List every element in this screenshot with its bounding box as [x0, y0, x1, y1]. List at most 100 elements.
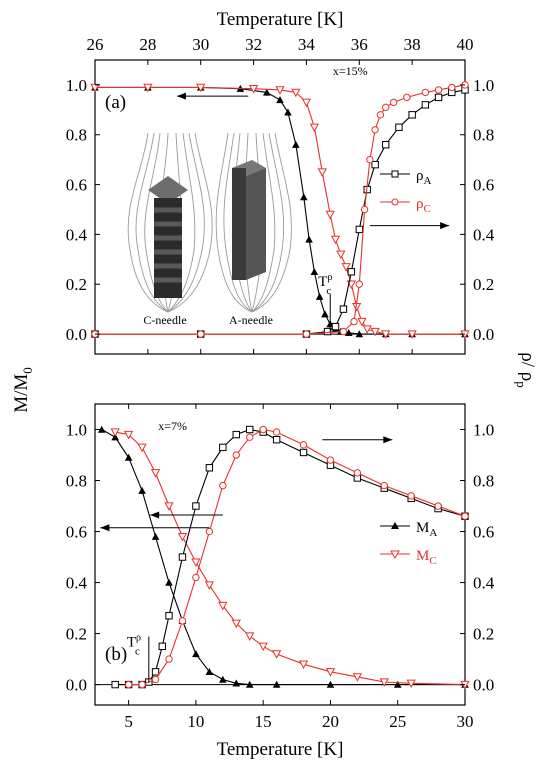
inset-needles: C-needle A-needle — [127, 132, 292, 327]
data-point — [248, 84, 259, 94]
data-point — [245, 680, 254, 688]
series-markers-ρ_C — [91, 81, 469, 338]
data-point — [326, 456, 335, 464]
data-point — [204, 581, 215, 590]
panel-a-legend: ρA ρC — [380, 168, 432, 215]
data-point — [371, 126, 379, 134]
data-point — [258, 642, 268, 652]
y-tick-label-left: 0.6 — [66, 176, 87, 195]
data-point — [197, 330, 205, 338]
data-point — [382, 103, 390, 112]
top-axis-label: Temperature [K] — [217, 9, 344, 30]
data-point — [178, 553, 187, 561]
data-point — [232, 451, 240, 459]
data-point — [232, 679, 241, 687]
tc-label: Tρ c — [318, 272, 332, 297]
data-point — [370, 327, 380, 337]
data-point — [192, 650, 200, 658]
y-tick-label-left: 0.4 — [66, 574, 88, 593]
data-point — [218, 601, 228, 611]
x-tick-label: 5 — [124, 712, 133, 731]
panel-a: 26 28 30 32 34 36 38 40 0.0 0.2 0.4 0.6 0.8 1.0 0.0 0.2… — [66, 35, 495, 355]
c-needle-stack — [148, 176, 188, 298]
data-point — [395, 123, 403, 131]
legend-rho-c-marker — [391, 198, 399, 206]
x-tick-label: 36 — [351, 35, 368, 54]
data-point — [110, 428, 120, 437]
data-point — [461, 512, 469, 520]
data-point — [164, 502, 174, 511]
panel-label: (b) — [105, 644, 127, 665]
data-point — [259, 425, 267, 434]
data-point — [292, 140, 300, 148]
data-point — [205, 527, 214, 536]
data-point — [336, 250, 346, 260]
data-point — [276, 96, 284, 104]
x-tick-label: 20 — [322, 712, 339, 731]
x-tick-label: 28 — [139, 35, 156, 54]
left-axis-label-main: M/M — [11, 374, 32, 413]
data-point — [246, 425, 254, 434]
svg-text:ρ/ ρp: ρ/ ρp — [514, 352, 538, 388]
y-tick-label-right: 0.0 — [473, 676, 494, 695]
panel-annotation: x=15% — [333, 64, 368, 78]
a-needle-block — [232, 160, 266, 280]
data-point — [90, 83, 100, 93]
y-tick-label-left: 0.0 — [66, 325, 87, 344]
data-point — [406, 679, 416, 689]
data-point — [408, 111, 416, 119]
data-point — [371, 160, 379, 169]
data-point — [381, 330, 391, 339]
series-line-M_C — [95, 86, 465, 335]
data-point — [309, 123, 319, 133]
x-tick-label: 15 — [255, 712, 272, 731]
series-line-M_A — [101, 429, 465, 686]
data-point — [325, 668, 336, 677]
data-point — [331, 322, 340, 331]
data-point — [393, 680, 402, 688]
panel-b-marks — [94, 403, 470, 706]
data-point — [352, 673, 363, 682]
legend-rho-a-marker — [391, 170, 399, 178]
data-point — [205, 464, 214, 472]
series-markers-M_C — [90, 83, 470, 339]
data-point — [421, 101, 430, 109]
series-line-M_A — [95, 86, 465, 335]
y-tick-label-left: 0.8 — [66, 472, 87, 491]
data-point — [138, 680, 146, 689]
right-axis-label: ρ/ ρp — [514, 352, 538, 388]
legend-m-c-marker — [390, 550, 400, 560]
panel-a-marks — [90, 59, 470, 355]
data-point — [434, 502, 442, 510]
tc-label: Tρ c — [127, 633, 141, 658]
data-point — [362, 325, 372, 334]
data-point — [137, 443, 147, 453]
data-point — [389, 98, 398, 107]
data-point — [178, 617, 187, 625]
y-tick-label-right: 0.0 — [473, 325, 494, 344]
arrow-head — [440, 222, 450, 230]
arrow-head — [150, 511, 160, 519]
panel-a-ticks: 26 28 30 32 34 36 38 40 0.0 0.2 0.4 0.6 0.8 1.0 0.0 0.2… — [66, 35, 495, 354]
series-line-M_C — [115, 431, 466, 686]
a-needle-label: A-needle — [229, 313, 273, 327]
y-tick-label-right: 1.0 — [473, 421, 494, 440]
panel-b-extras: (b) x=7% Tρ c — [100, 419, 393, 683]
data-point — [165, 612, 173, 620]
arrow-head — [176, 92, 186, 100]
left-axis-label-sub: 0 — [20, 367, 35, 374]
data-point — [111, 680, 119, 689]
data-point — [151, 668, 160, 676]
data-point — [219, 675, 227, 683]
legend-m-a: MA — [416, 520, 437, 539]
series-markers-M_C — [110, 428, 470, 690]
data-point — [407, 492, 415, 500]
data-point — [299, 441, 308, 449]
data-point — [150, 469, 161, 478]
data-point — [301, 98, 312, 108]
series-line-ρ_A — [115, 428, 466, 686]
data-point — [315, 292, 324, 300]
data-point — [262, 88, 271, 96]
y-tick-label-right: 1.0 — [473, 76, 494, 95]
